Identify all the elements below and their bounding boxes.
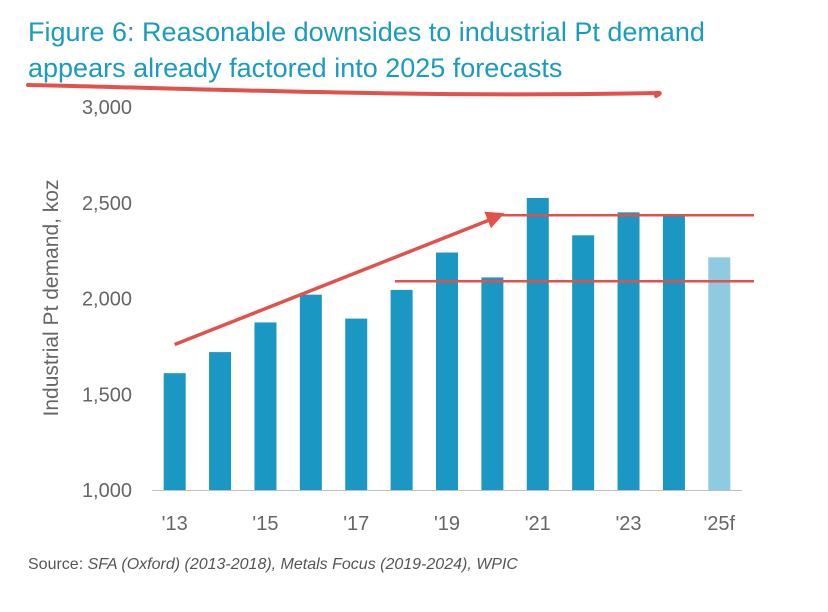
chart-title-line-1: Figure 6: Reasonable downsides to indust… — [28, 17, 705, 47]
y-tick-label: 2,000 — [82, 289, 132, 311]
y-tick-label: 1,500 — [82, 384, 132, 406]
x-tick-label: '23 — [615, 513, 641, 535]
source-note: Source: SFA (Oxford) (2013-2018), Metals… — [28, 556, 518, 574]
bar — [390, 289, 413, 490]
bar — [254, 322, 277, 490]
x-tick-label: '21 — [525, 513, 551, 535]
x-tick-label: '25f — [703, 513, 735, 535]
bar — [436, 252, 458, 490]
bar — [572, 235, 595, 490]
bar — [299, 294, 322, 490]
chart-title-line-2: appears already factored into 2025 forec… — [28, 53, 563, 83]
y-axis-title: Industrial Pt demand, koz — [40, 180, 63, 417]
bar — [526, 197, 549, 490]
bar — [345, 318, 368, 490]
y-tick-label: 3,000 — [82, 97, 132, 119]
trend-arrow-head — [484, 211, 505, 229]
x-tick-label: '15 — [252, 513, 278, 535]
bar — [481, 277, 504, 490]
bar — [662, 215, 685, 490]
trend-arrow-shaft — [174, 215, 498, 347]
bar — [209, 352, 232, 490]
bar-forecast — [708, 257, 731, 490]
y-tick-label: 2,500 — [82, 193, 132, 215]
source-text: SFA (Oxford) (2013-2018), Metals Focus (… — [87, 556, 518, 573]
x-tick-label: '19 — [434, 513, 460, 535]
chart-title: Figure 6: Reasonable downsides to indust… — [28, 14, 808, 86]
x-tick-label: '17 — [343, 513, 369, 535]
x-tick-label: '13 — [162, 513, 188, 535]
title-underline — [26, 83, 662, 98]
bar — [617, 212, 640, 490]
bar — [163, 373, 186, 490]
source-prefix: Source: — [28, 556, 88, 573]
y-tick-label: 1,000 — [82, 480, 132, 502]
